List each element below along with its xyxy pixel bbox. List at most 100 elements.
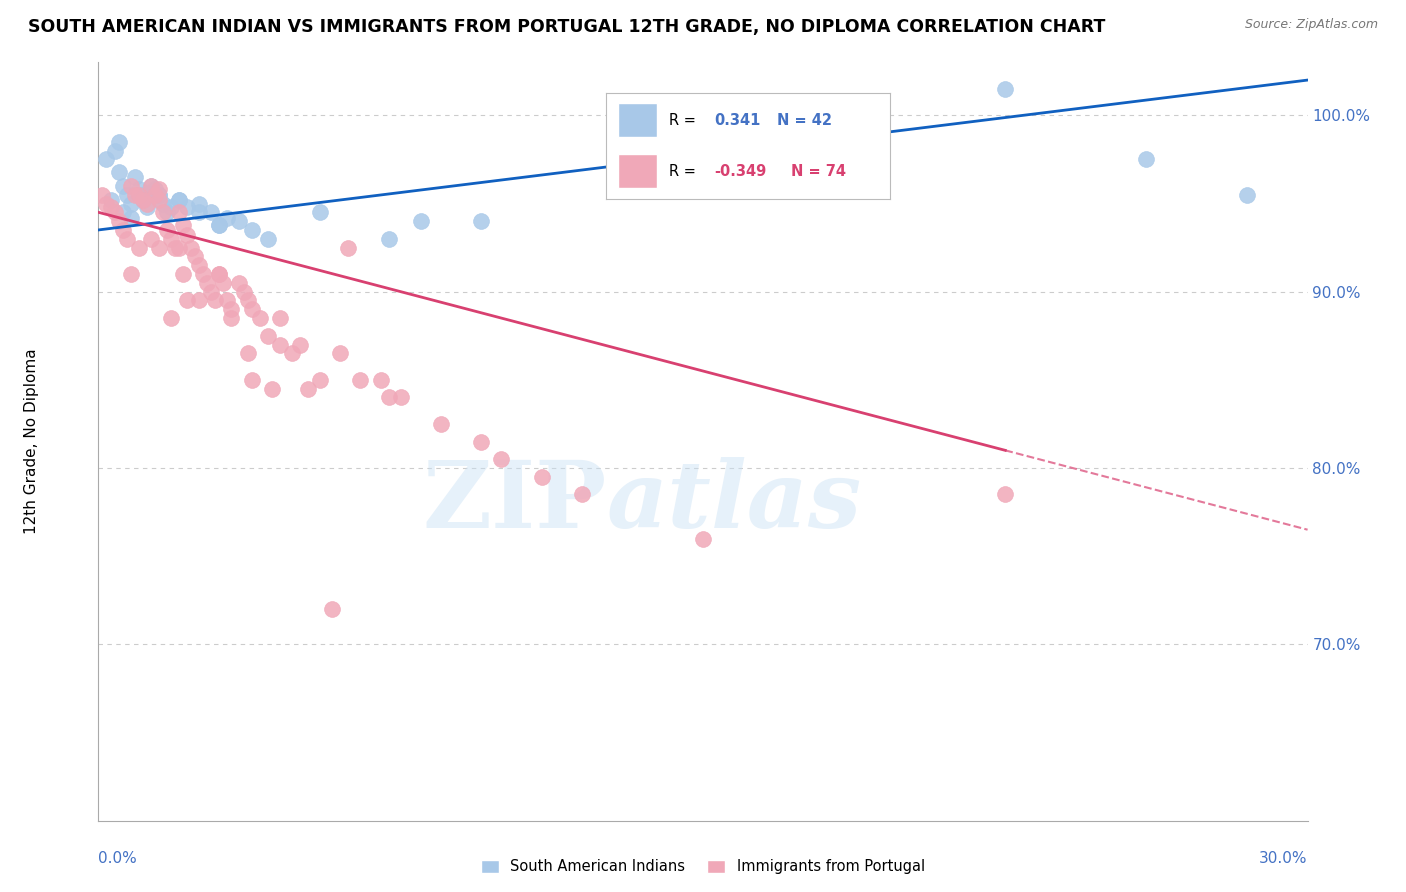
Point — [200, 285, 222, 299]
Point — [240, 223, 263, 237]
Text: 12th Grade, No Diploma: 12th Grade, No Diploma — [24, 349, 39, 534]
Point — [530, 470, 553, 484]
Point — [337, 241, 360, 255]
Text: SOUTH AMERICAN INDIAN VS IMMIGRANTS FROM PORTUGAL 12TH GRADE, NO DIPLOMA CORRELA: SOUTH AMERICAN INDIAN VS IMMIGRANTS FROM… — [28, 18, 1105, 36]
Text: atlas: atlas — [606, 458, 862, 547]
Point — [208, 267, 231, 281]
Point — [143, 182, 166, 196]
Point — [107, 214, 129, 228]
Point — [240, 302, 263, 317]
Text: 0.0%: 0.0% — [98, 851, 138, 866]
Point — [100, 193, 122, 207]
Point — [132, 193, 155, 207]
Point — [692, 532, 714, 546]
Point — [172, 267, 194, 281]
Point — [156, 205, 179, 219]
Point — [132, 193, 155, 207]
Point — [176, 293, 198, 308]
Point — [228, 276, 250, 290]
Point — [309, 373, 332, 387]
Point — [349, 373, 371, 387]
Point — [217, 211, 239, 225]
Point — [124, 169, 146, 184]
Point — [994, 82, 1017, 96]
Point — [256, 232, 278, 246]
Point — [236, 346, 259, 360]
Point — [377, 232, 399, 246]
Point — [470, 434, 492, 449]
Point — [176, 228, 198, 243]
Point — [128, 187, 150, 202]
Point — [120, 178, 142, 193]
Point — [91, 187, 114, 202]
Point — [148, 193, 170, 207]
Point — [221, 302, 243, 317]
Text: ZIP: ZIP — [422, 458, 606, 547]
Point — [128, 241, 150, 255]
Point — [103, 144, 125, 158]
Point — [409, 214, 432, 228]
Point — [143, 187, 166, 202]
Point — [269, 311, 291, 326]
Point — [288, 337, 311, 351]
Point — [167, 241, 190, 255]
Point — [430, 417, 453, 431]
Point — [152, 196, 174, 211]
Point — [120, 267, 142, 281]
Point — [120, 211, 142, 225]
Point — [188, 196, 211, 211]
Point — [160, 200, 183, 214]
Point — [208, 267, 231, 281]
Point — [208, 218, 231, 232]
Point — [188, 258, 211, 272]
Point — [184, 249, 207, 263]
Point — [249, 311, 271, 326]
Point — [107, 135, 129, 149]
Point — [297, 382, 319, 396]
Point — [994, 487, 1017, 501]
Point — [167, 205, 190, 219]
Point — [148, 241, 170, 255]
Point — [167, 193, 190, 207]
Point — [193, 267, 215, 281]
Point — [111, 205, 134, 219]
Point — [491, 452, 513, 467]
Point — [240, 373, 263, 387]
Point — [156, 223, 179, 237]
Point — [152, 205, 174, 219]
Point — [111, 223, 134, 237]
Point — [160, 232, 183, 246]
Point — [188, 205, 211, 219]
Point — [571, 487, 593, 501]
Point — [195, 276, 218, 290]
Point — [329, 346, 352, 360]
Point — [148, 182, 170, 196]
Point — [309, 205, 332, 219]
Point — [470, 214, 492, 228]
Point — [115, 187, 138, 202]
Point — [232, 285, 254, 299]
Point — [217, 293, 239, 308]
Point — [176, 200, 198, 214]
Point — [100, 200, 122, 214]
Point — [200, 205, 222, 219]
Point — [377, 391, 399, 405]
Point — [135, 196, 157, 211]
Text: Source: ZipAtlas.com: Source: ZipAtlas.com — [1244, 18, 1378, 31]
Point — [103, 205, 125, 219]
Point — [111, 178, 134, 193]
Point — [269, 337, 291, 351]
Point — [172, 218, 194, 232]
Point — [389, 391, 412, 405]
Point — [139, 178, 162, 193]
Point — [163, 241, 186, 255]
Point — [260, 382, 283, 396]
Point — [148, 187, 170, 202]
Point — [139, 232, 162, 246]
Point — [212, 276, 235, 290]
Point — [204, 293, 226, 308]
Point — [124, 187, 146, 202]
Point — [167, 193, 190, 207]
Point — [1135, 153, 1157, 167]
Point — [107, 165, 129, 179]
